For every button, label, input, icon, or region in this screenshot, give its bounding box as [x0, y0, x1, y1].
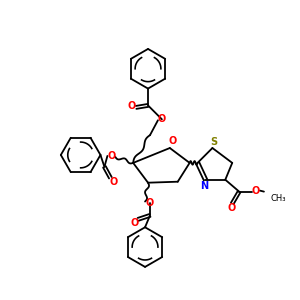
Text: O: O [146, 197, 154, 208]
Text: O: O [158, 114, 166, 124]
Text: O: O [109, 177, 118, 187]
Text: O: O [227, 203, 236, 214]
Text: O: O [127, 101, 135, 111]
Text: CH₃: CH₃ [271, 194, 286, 203]
Text: O: O [130, 218, 138, 228]
Text: O: O [107, 151, 116, 161]
Text: O: O [252, 186, 260, 196]
Text: N: N [200, 181, 208, 191]
Text: S: S [210, 137, 217, 147]
Text: O: O [169, 136, 177, 146]
